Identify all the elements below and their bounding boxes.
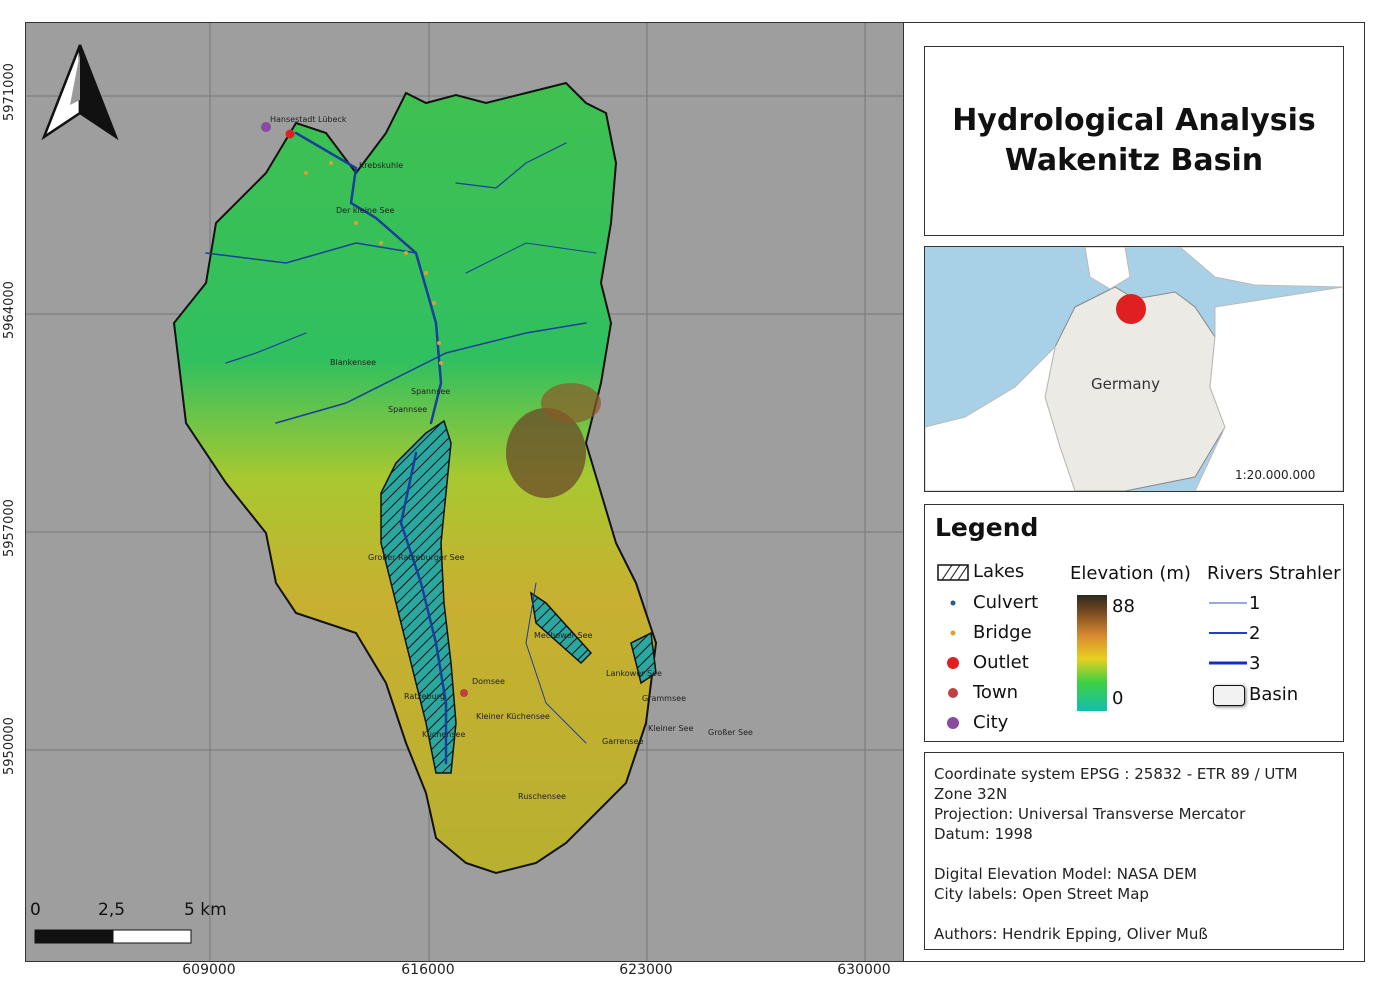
lake-mechower (529, 591, 593, 665)
info-line: City labels: Open Street Map (934, 885, 1149, 903)
river-class-label: 2 (1249, 623, 1261, 644)
lake-label: Grammsee (642, 694, 686, 703)
map-labels: Hansestadt Lübeck Ratzeburg Krebskuhle D… (270, 115, 753, 801)
legend-label-bridge: Bridge (973, 622, 1032, 643)
title-box: Hydrological Analysis Wakenitz Basin (924, 46, 1344, 236)
river-class-label: 1 (1249, 593, 1261, 614)
lake-label: Großer See (708, 728, 753, 737)
map-title-line1: Hydrological Analysis (952, 103, 1316, 138)
y-tick-label: 5971000 (2, 63, 17, 121)
elevation-min: 0 (1112, 688, 1124, 709)
elevation-title: Elevation (m) (1070, 563, 1191, 584)
culvert-icon (950, 600, 956, 606)
lake-label: Küchensee (422, 730, 465, 739)
study-area-marker (1116, 294, 1146, 324)
elevation-max: 88 (1112, 596, 1135, 617)
x-tick-label: 630000 (837, 962, 891, 978)
city-marker (261, 122, 271, 132)
outlet-icon (947, 657, 959, 669)
lake-label: Kleiner See (648, 724, 693, 733)
inset-land (1084, 247, 1131, 290)
legend-symbols (937, 564, 969, 729)
x-tick-label: 616000 (401, 962, 455, 978)
inset-country-label: Germany (1091, 375, 1160, 393)
north-arrow-icon (41, 44, 119, 141)
lake-label: Lankower See (606, 669, 662, 678)
info-line: Zone 32N (934, 785, 1008, 803)
city-label: Hansestadt Lübeck (270, 115, 347, 124)
legend-label-basin: Basin (1249, 684, 1299, 705)
town-marker (460, 689, 468, 697)
lake-label: Mechower See (534, 631, 592, 640)
elevation-ramp (1077, 595, 1107, 711)
inset-land (1194, 286, 1343, 491)
lake-label: Krebskuhle (359, 161, 403, 170)
lake-label: Garrensee (602, 737, 643, 746)
info-line: Authors: Hendrik Epping, Oliver Muß (934, 925, 1208, 943)
y-tick-label: 5957000 (2, 499, 17, 557)
inset-scale-label: 1:20.000.000 (1235, 468, 1315, 482)
lake-label: Domsee (472, 677, 505, 686)
inset-map: Germany 1:20.000.000 (924, 246, 1344, 492)
legend-label-town: Town (973, 682, 1019, 703)
info-line: Datum: 1998 (934, 825, 1033, 843)
lake-label: Blankensee (330, 358, 376, 367)
lake-label: Großer Ratzeburger See (368, 553, 465, 562)
map-canvas: Hansestadt Lübeck Ratzeburg Krebskuhle D… (26, 23, 904, 961)
lake-label: Spannsee (411, 387, 450, 396)
legend-box: Legend Lakes Culvert Bridge Outlet Town … (924, 504, 1344, 742)
lake-label: Spannsee (388, 405, 427, 414)
y-tick-label: 5964000 (2, 281, 17, 339)
lake-label: Der kleine See (336, 206, 394, 215)
legend-label-lakes: Lakes (973, 561, 1025, 582)
inset-land (1179, 247, 1343, 288)
bridge-markers (304, 161, 443, 365)
x-tick-label: 623000 (619, 962, 673, 978)
lake-label: Kleiner Küchensee (476, 712, 550, 721)
y-tick-label: 5950000 (2, 717, 17, 775)
highland-patch (506, 408, 586, 498)
scale-bar (34, 929, 192, 944)
map-frame: Hansestadt Lübeck Ratzeburg Krebskuhle D… (25, 22, 905, 962)
town-icon (948, 688, 958, 698)
legend-label-outlet: Outlet (973, 652, 1029, 673)
rivers-title: Rivers Strahler (1207, 563, 1341, 584)
basin-icon (1213, 685, 1245, 706)
inset-map-canvas: Germany 1:20.000.000 (925, 247, 1343, 491)
info-line: Projection: Universal Transverse Mercato… (934, 805, 1246, 823)
info-line: Coordinate system EPSG : 25832 - ETR 89 … (934, 765, 1298, 783)
scalebar-label: 5 km (184, 900, 227, 920)
town-label: Ratzeburg (404, 692, 445, 701)
river-class-label: 3 (1249, 653, 1261, 674)
highland-patch (541, 383, 601, 423)
outlet-marker (285, 129, 295, 139)
legend-label-culvert: Culvert (973, 592, 1039, 613)
lake-lankower (630, 631, 657, 685)
bridge-icon (950, 630, 956, 636)
legend-label-city: City (973, 712, 1009, 733)
x-tick-label: 609000 (182, 962, 236, 978)
hatched-lake-icon (937, 564, 969, 581)
lake-label: Ruschensee (518, 792, 566, 801)
info-line: Digital Elevation Model: NASA DEM (934, 865, 1197, 883)
info-box: Coordinate system EPSG : 25832 - ETR 89 … (924, 752, 1344, 950)
inset-land (925, 345, 1076, 491)
scalebar-label: 0 (30, 900, 41, 920)
map-title-line2: Wakenitz Basin (1004, 143, 1264, 178)
city-icon (947, 717, 959, 729)
river-symbols (1209, 602, 1247, 665)
scalebar-label: 2,5 (98, 900, 126, 920)
legend-title: Legend (935, 513, 1039, 542)
lake-ratzeburger (380, 419, 457, 774)
